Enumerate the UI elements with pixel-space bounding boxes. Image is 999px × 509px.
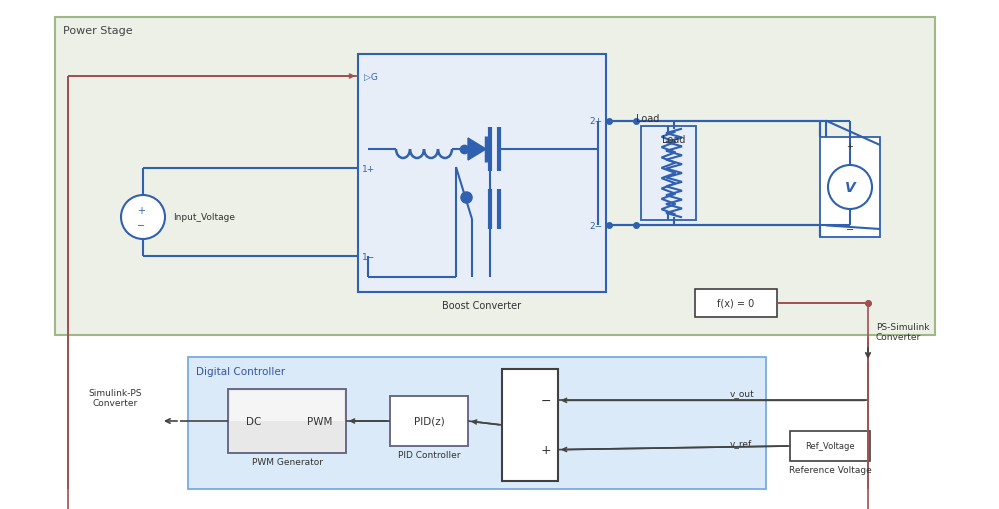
Text: v_out: v_out — [730, 389, 755, 398]
Bar — [230, 391, 344, 421]
Text: v_ref: v_ref — [730, 438, 752, 447]
Text: Load: Load — [662, 134, 685, 145]
Bar — [390, 396, 468, 446]
Text: PID(z): PID(z) — [414, 416, 445, 426]
Text: Simulink-PS
Converter: Simulink-PS Converter — [88, 388, 142, 407]
Bar — [820, 138, 880, 238]
Text: Ref_Voltage: Ref_Voltage — [805, 442, 855, 450]
Circle shape — [828, 165, 872, 210]
Text: PID Controller: PID Controller — [398, 450, 461, 460]
Text: V: V — [844, 181, 855, 194]
Text: Reference Voltage: Reference Voltage — [788, 466, 871, 474]
Text: 2−: 2− — [588, 221, 602, 231]
Text: 1−: 1− — [362, 252, 376, 261]
Bar — [188, 357, 766, 489]
Text: PWM Generator: PWM Generator — [252, 458, 323, 467]
Text: −: − — [540, 394, 551, 407]
Bar — [790, 431, 870, 461]
Text: Input_Voltage: Input_Voltage — [173, 213, 235, 222]
Text: Boost Converter: Boost Converter — [443, 300, 521, 310]
Text: −: − — [846, 224, 854, 235]
Bar — [228, 389, 346, 453]
Text: 2+: 2+ — [588, 117, 602, 126]
Bar — [641, 126, 696, 221]
Circle shape — [121, 195, 165, 240]
Bar — [55, 18, 935, 335]
Text: +: + — [846, 141, 853, 150]
Bar — [358, 55, 606, 293]
Text: +: + — [137, 206, 145, 216]
Text: ▷G: ▷G — [364, 72, 378, 81]
Text: DC: DC — [247, 416, 262, 426]
Text: PS-Simulink
Converter: PS-Simulink Converter — [876, 322, 929, 342]
Text: f(x) = 0: f(x) = 0 — [717, 298, 754, 308]
Polygon shape — [468, 139, 486, 161]
Bar — [695, 290, 777, 318]
Text: PWM: PWM — [308, 416, 333, 426]
Text: −: − — [137, 220, 145, 231]
Text: 1+: 1+ — [362, 164, 376, 174]
Text: Digital Controller: Digital Controller — [196, 366, 285, 376]
Text: Power Stage: Power Stage — [63, 26, 133, 36]
Text: +: + — [540, 443, 551, 456]
Text: Load: Load — [636, 114, 659, 123]
Bar — [502, 369, 558, 481]
